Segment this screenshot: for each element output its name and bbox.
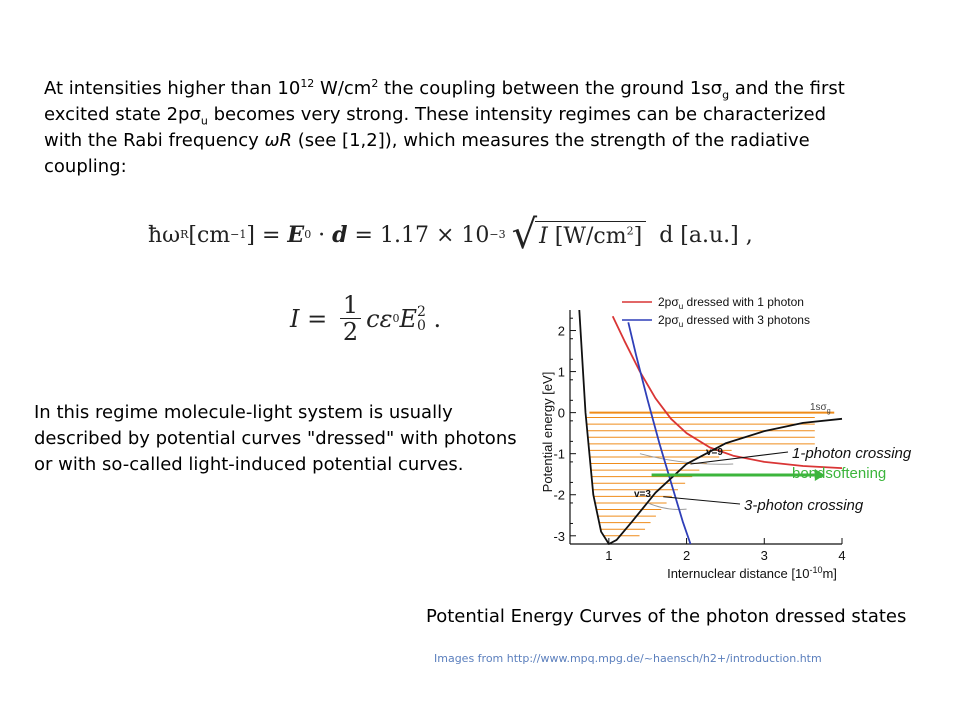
legend-label-1-photon: 2pσu dressed with 1 photon (658, 295, 804, 311)
y-tick-label: 2 (558, 324, 565, 339)
rabi-symbol: ωR (264, 130, 293, 151)
chart-legend: 2pσu dressed with 1 photon 2pσu dressed … (622, 295, 810, 329)
y-tick-label: -2 (553, 488, 565, 503)
eq-unit: ] (633, 224, 643, 249)
intro-paragraph: At intensities higher than 1012 W/cm2 th… (44, 76, 864, 180)
eq-sup: 2 (626, 224, 634, 238)
eq-dot: · (311, 222, 333, 248)
intro-exponent: 12 (300, 77, 315, 90)
intro-text: W/cm (314, 78, 372, 99)
intro-text: At intensities higher than 10 (44, 78, 301, 99)
y-tick-label: 1 (558, 365, 565, 380)
eq-unit: [W/cm (547, 224, 627, 249)
x-axis-label: Internuclear distance [10-10m] (667, 565, 837, 581)
eq-tail: . (425, 304, 442, 333)
eq-intensity: I (539, 224, 548, 249)
eq-unit: ] (246, 222, 255, 248)
regime-paragraph: In this regime molecule-light system is … (34, 402, 517, 475)
x-tick-label: 3 (761, 548, 768, 563)
potential-energy-chart: 1 2 3 4 2 1 0 -1 -2 -3 1sσg v=9 v=3 1-photon cros… (540, 295, 912, 581)
eq-unit: [cm (188, 222, 231, 248)
frac-numerator: 1 (339, 292, 362, 319)
image-credit: Images from http://www.mpq.mpg.de/~haens… (434, 652, 822, 665)
y-axis-label: Potential energy [eV] (540, 372, 555, 493)
three-photon-crossing-label: 3-photon crossing (744, 497, 864, 514)
gray-dressed-curve (639, 453, 734, 465)
x-tick-label: 2 (683, 548, 690, 563)
intro-text: and the first excited state 2pσ (44, 78, 845, 125)
y-tick-label: -1 (553, 447, 565, 462)
intro-text: (see [1,2]), which measures the strength… (44, 130, 810, 177)
y-tick-label: -3 (553, 529, 565, 544)
eq-hbar-omega: ħω (148, 222, 181, 248)
bond-softening-arrowhead (814, 469, 825, 482)
intro-subscript: g (722, 88, 730, 102)
chart-series (578, 309, 843, 545)
series-ground-state (578, 309, 843, 545)
x-tick-label: 4 (838, 548, 845, 563)
chart-axes: 1 2 3 4 2 1 0 -1 -2 -3 (553, 310, 846, 563)
figure-caption: Potential Energy Curves of the photon dr… (426, 606, 907, 627)
eq-coefficient: = 1.17 × 10 (347, 222, 490, 248)
frac-denominator: 2 (342, 318, 359, 346)
eq-sup: 2 (417, 303, 426, 320)
ground-state-label: 1sσg (810, 402, 831, 415)
intro-text: the coupling between the ground 1sσ (378, 78, 723, 99)
intro-subscript: u (200, 114, 208, 128)
chart-annotations: 1sσg v=9 v=3 1-photon crossing bondsofte… (634, 402, 912, 514)
eq-sqrt: √ I [W/cm2] (512, 215, 647, 255)
x-tick-label: 1 (605, 548, 612, 563)
legend-label-3-photons: 2pσu dressed with 3 photons (658, 313, 810, 329)
eq-c-epsilon: cε (366, 304, 393, 333)
eq-dipole: d (332, 222, 348, 248)
v3-label: v=3 (634, 489, 651, 500)
y-tick-label: 0 (558, 406, 565, 421)
crossing3-pointer (663, 496, 741, 505)
eq-field: E (399, 304, 417, 333)
intro-text: becomes very strong. These intensity reg… (44, 104, 826, 151)
eq-equals: = (254, 222, 288, 248)
eq-sub: 0 (417, 317, 426, 334)
gray-dressed-curve (647, 502, 687, 510)
intro-exponent: 2 (371, 77, 379, 90)
bond-softening-label: bondsoftening (792, 465, 886, 482)
v9-label: v=9 (706, 447, 723, 458)
eq-field: E (287, 222, 305, 248)
sqrt-sign: √ (511, 212, 538, 258)
eq-lhs: I = (290, 304, 335, 333)
eq-tail: d [a.u.] , (652, 222, 753, 248)
one-photon-crossing-label: 1-photon crossing (792, 445, 912, 462)
series-3-photons (627, 322, 692, 545)
eq-radicand: I [W/cm2] (535, 221, 647, 255)
crossing1-pointer (690, 451, 789, 465)
series-1-photon (611, 315, 843, 469)
